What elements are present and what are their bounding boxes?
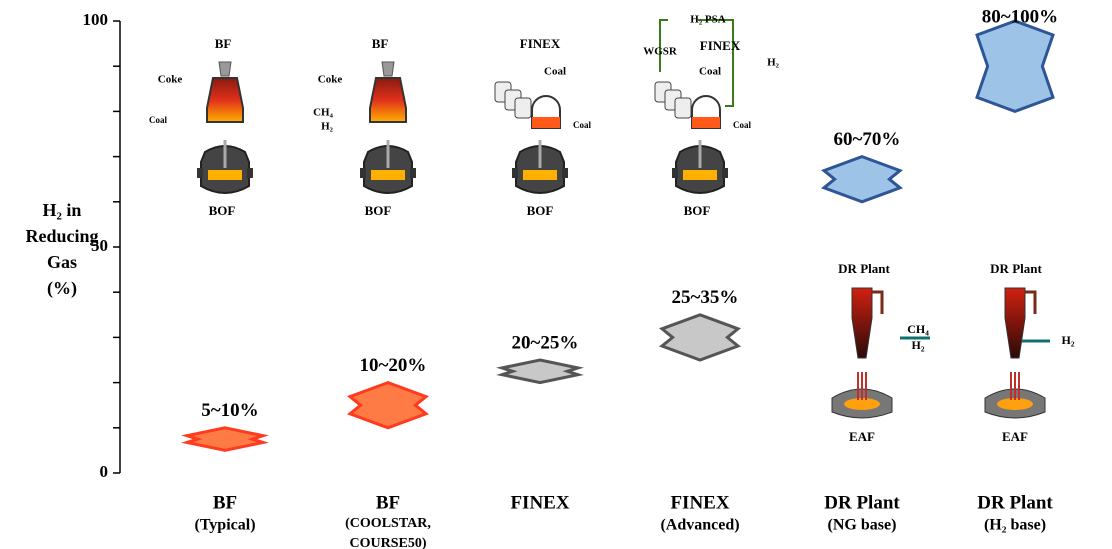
illustration-label: BOF [365, 203, 392, 218]
y-axis-label: (%) [47, 278, 77, 299]
illustration-shape [208, 170, 242, 180]
y-axis-label: Reducing [25, 226, 98, 246]
range-mark [659, 313, 741, 362]
illustration-label: H₂ [912, 338, 925, 352]
x-tick-label: DR Plant [824, 492, 900, 513]
illustration-shape [1004, 287, 1026, 359]
range-mark [821, 155, 903, 204]
illustrations [197, 19, 1050, 419]
illustration-shape [410, 168, 416, 178]
illustration-label: EAF [849, 429, 875, 444]
illustration-shape [1025, 290, 1037, 314]
illustration-label: H₂ [767, 57, 780, 69]
illustration-shape [674, 97, 692, 119]
value-label: 10~20% [360, 355, 427, 376]
illustration-label: BF [215, 36, 232, 51]
x-tick-label: (COOLSTAR, [345, 516, 431, 531]
illustration-shape [514, 97, 532, 119]
illustration-label: Coke [318, 74, 343, 86]
value-label: 60~70% [834, 129, 901, 150]
illustration-label: Coal [699, 66, 721, 78]
illustration-shape [675, 145, 725, 194]
x-tick-label: (Typical) [194, 517, 255, 534]
illustration-label: WGSR [643, 46, 678, 58]
range-mark [975, 19, 1055, 113]
illustration-shape [683, 170, 717, 180]
x-tick-label: COURSE50) [349, 536, 426, 549]
illustration-label: CH₄ [313, 107, 334, 119]
value-label: 20~25% [512, 332, 579, 353]
range-mark [347, 381, 429, 430]
illustration-label: FINEX [520, 36, 561, 51]
illustration-shape [562, 168, 568, 178]
illustration-shape [515, 145, 565, 194]
illustration-label: H₂ [321, 121, 334, 133]
value-label: 25~35% [672, 287, 739, 308]
y-axis-label: H₂ in [43, 200, 82, 220]
x-tick-label: FINEX [510, 492, 569, 513]
illustration-label: BOF [684, 203, 711, 218]
illustration-label: Coke [158, 74, 183, 86]
illustration-label: BOF [527, 203, 554, 218]
value-label: 5~10% [201, 400, 258, 421]
illustration-label: H₂ [1062, 333, 1075, 347]
illustration-shape [360, 168, 366, 178]
x-tick-label: (Advanced) [660, 517, 739, 534]
y-tick-label: 50 [91, 236, 108, 255]
illustration-label: Coal [733, 120, 751, 130]
illustration-shape [206, 77, 244, 123]
value-label: 80~100% [982, 6, 1058, 27]
illustration-shape [844, 398, 880, 410]
illustration-shape [523, 170, 557, 180]
y-axis-label: Gas [47, 252, 77, 272]
illustration-shape [851, 287, 873, 359]
x-tick-label: FINEX [670, 492, 729, 513]
illustration-shape [363, 145, 413, 194]
illustration-shape [371, 170, 405, 180]
y-tick-label: 0 [100, 462, 109, 481]
range-mark [181, 426, 269, 452]
illustration-label: Coal [573, 120, 591, 130]
illustration-shape [381, 61, 395, 77]
illustration-shape [672, 168, 678, 178]
illustration-label: BOF [209, 203, 236, 218]
x-tick-label: (NG base) [828, 517, 897, 534]
illustration-shape [659, 19, 734, 107]
illustration-label: EAF [1002, 429, 1028, 444]
illustration-label: DR Plant [990, 261, 1042, 276]
illustration-label: CH₄ [907, 322, 929, 336]
illustration-label: Coal [544, 66, 566, 78]
illustration-label: H₂ PSA [690, 14, 725, 26]
x-tick-label: (H₂ base) [984, 517, 1046, 534]
illustration-shape [692, 117, 720, 128]
illustration-shape [532, 117, 560, 128]
illustration-shape [369, 77, 407, 123]
illustration-shape [197, 168, 203, 178]
range-mark [496, 358, 584, 385]
illustration-label: BF [372, 36, 389, 51]
illustration-shape [200, 145, 250, 194]
y-tick-label: 100 [83, 10, 109, 29]
x-tick-label: BF [213, 492, 237, 513]
illustration-shape [218, 61, 232, 77]
illustration-label: Coal [149, 115, 167, 125]
illustration-shape [900, 336, 1050, 343]
x-tick-label: BF [376, 492, 400, 513]
illustration-label: FINEX [700, 38, 741, 53]
illustration-shape [512, 168, 518, 178]
illustration-shape [997, 398, 1033, 410]
illustration-shape [722, 168, 728, 178]
illustration-shape [872, 290, 884, 314]
illustration-label: DR Plant [838, 261, 890, 276]
x-tick-label: DR Plant [977, 492, 1053, 513]
illustration-shape [247, 168, 253, 178]
